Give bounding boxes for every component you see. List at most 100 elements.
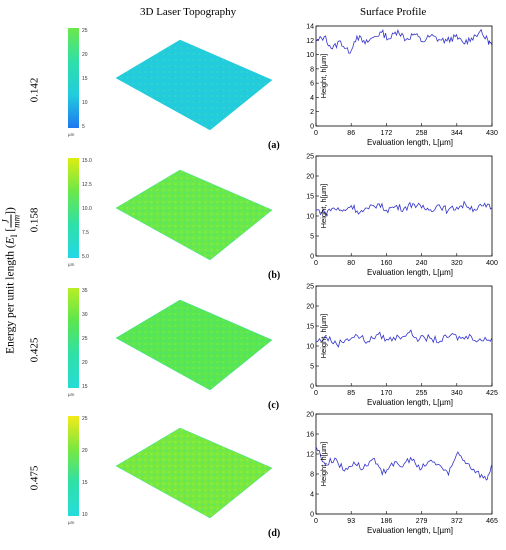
topography-header: 3D Laser Topography: [140, 6, 237, 18]
scale-unit: µm: [68, 262, 75, 267]
energy-label-suffix: ): [4, 207, 17, 211]
y-axis-label: Height, h[µm]: [319, 54, 328, 99]
profile-series-line: [315, 200, 493, 217]
x-tick-label: 340: [451, 390, 463, 397]
y-tick-label: 12: [306, 452, 314, 459]
x-tick-label: 186: [381, 518, 393, 525]
profile-chart: 0 4 8 12 16 20 0 93 186 279 372 465 Evaluation lengt…: [306, 412, 498, 536]
unit-numerator: J: [0, 214, 12, 228]
unit-denominator: mm: [11, 214, 22, 228]
scale-unit: µm: [68, 132, 75, 137]
y-tick-label: 20: [306, 412, 314, 419]
x-tick-label: 93: [347, 518, 355, 525]
energy-subscript: l: [8, 234, 20, 238]
x-tick-label: 258: [416, 130, 428, 137]
profile-series-line: [315, 446, 493, 481]
profile-chart: 0 2 4 6 8 10 12 14 0 86 172 258 344 430 Evaluation len…: [306, 24, 498, 148]
scale-tick-label: 12.5: [82, 182, 92, 188]
scale-tick-label: 30: [82, 312, 88, 318]
color-scale-bar: [68, 288, 79, 388]
surface-3d-shade: [116, 300, 272, 390]
energy-symbol: E: [4, 237, 17, 245]
x-tick-label: 430: [486, 130, 498, 137]
scale-unit: µm: [68, 520, 75, 525]
topography-panel: 25 20 15 10 5 µm: [68, 28, 273, 137]
energy-value: 0.158: [28, 207, 41, 233]
y-tick-label: 4: [310, 95, 314, 102]
energy-value: 0.475: [28, 465, 41, 491]
x-tick-label: 279: [416, 518, 428, 525]
topography-panel: 35 30 25 20 15 µm: [68, 288, 273, 397]
y-tick-label: 2: [310, 109, 314, 116]
scale-tick-label: 20: [82, 360, 88, 366]
scale-tick-label: 10.0: [82, 206, 92, 212]
panel-label: (b): [268, 270, 281, 281]
scale-tick-label: 10: [82, 512, 88, 518]
x-tick-label: 86: [347, 130, 355, 137]
x-tick-label: 85: [347, 390, 355, 397]
scale-tick-label: 7.5: [82, 230, 89, 236]
x-axis-label: Evaluation length, L[µm]: [367, 398, 453, 407]
y-tick-label: 15: [306, 194, 314, 201]
x-axis-label: Evaluation length, L[µm]: [367, 526, 453, 535]
scale-tick-label: 25: [82, 336, 88, 342]
x-tick-label: 400: [486, 260, 498, 267]
energy-label-prefix: Energy per unit length (: [4, 244, 17, 354]
scale-tick-label: 25: [82, 416, 88, 422]
y-axis-label: Height, h[µm]: [319, 314, 328, 359]
y-tick-label: 14: [306, 24, 314, 31]
y-axis-label: Height, h[µm]: [319, 184, 328, 229]
x-tick-label: 172: [381, 130, 393, 137]
x-tick-label: 425: [486, 390, 498, 397]
y-tick-label: 5: [310, 364, 314, 371]
surface-3d-shade: [116, 40, 272, 130]
y-tick-label: 8: [310, 472, 314, 479]
scale-tick-label: 15: [82, 384, 88, 390]
y-tick-label: 12: [306, 38, 314, 45]
scale-tick-label: 5.0: [82, 254, 89, 260]
y-tick-label: 25: [306, 154, 314, 161]
y-tick-label: 5: [310, 234, 314, 241]
x-tick-label: 320: [451, 260, 463, 267]
y-tick-label: 20: [306, 304, 314, 311]
x-tick-label: 465: [486, 518, 498, 525]
y-tick-label: 10: [306, 214, 314, 221]
y-tick-label: 0: [310, 254, 314, 261]
y-tick-label: 0: [310, 384, 314, 391]
scale-tick-label: 15: [82, 76, 88, 82]
y-tick-label: 15: [306, 324, 314, 331]
x-tick-label: 0: [314, 390, 318, 397]
surface-3d: [115, 169, 273, 261]
panel-label: (d): [268, 528, 281, 539]
surface-3d: [115, 39, 273, 131]
x-tick-label: 344: [451, 130, 463, 137]
x-axis-label: Evaluation length, L[µm]: [367, 268, 453, 277]
topography-panel: 25 20 15 10 µm: [68, 416, 273, 525]
y-tick-label: 8: [310, 66, 314, 73]
energy-value: 0.142: [28, 77, 41, 103]
x-tick-label: 372: [451, 518, 463, 525]
scale-unit: µm: [68, 392, 75, 397]
y-tick-label: 0: [310, 124, 314, 131]
scale-tick-label: 5: [82, 124, 85, 130]
scale-tick-label: 10: [82, 100, 88, 106]
y-tick-label: 20: [306, 174, 314, 181]
x-tick-label: 80: [347, 260, 355, 267]
x-tick-label: 170: [381, 390, 393, 397]
x-tick-label: 255: [416, 390, 428, 397]
surface-3d-shade: [116, 170, 272, 260]
surface-3d-shade: [116, 428, 272, 518]
x-tick-label: 0: [314, 260, 318, 267]
y-tick-label: 16: [306, 432, 314, 439]
plot-frame: [315, 155, 493, 257]
surface-3d: [115, 427, 273, 519]
topography-panel: 15.0 12.5 10.0 7.5 5.0 µm: [68, 158, 273, 267]
profile-series-line: [315, 329, 493, 348]
surface-3d: [115, 299, 273, 391]
color-scale-bar: [68, 28, 79, 128]
color-scale-bar: [68, 416, 79, 516]
y-tick-label: 10: [306, 344, 314, 351]
scale-tick-label: 20: [82, 448, 88, 454]
y-tick-label: 6: [310, 81, 314, 88]
